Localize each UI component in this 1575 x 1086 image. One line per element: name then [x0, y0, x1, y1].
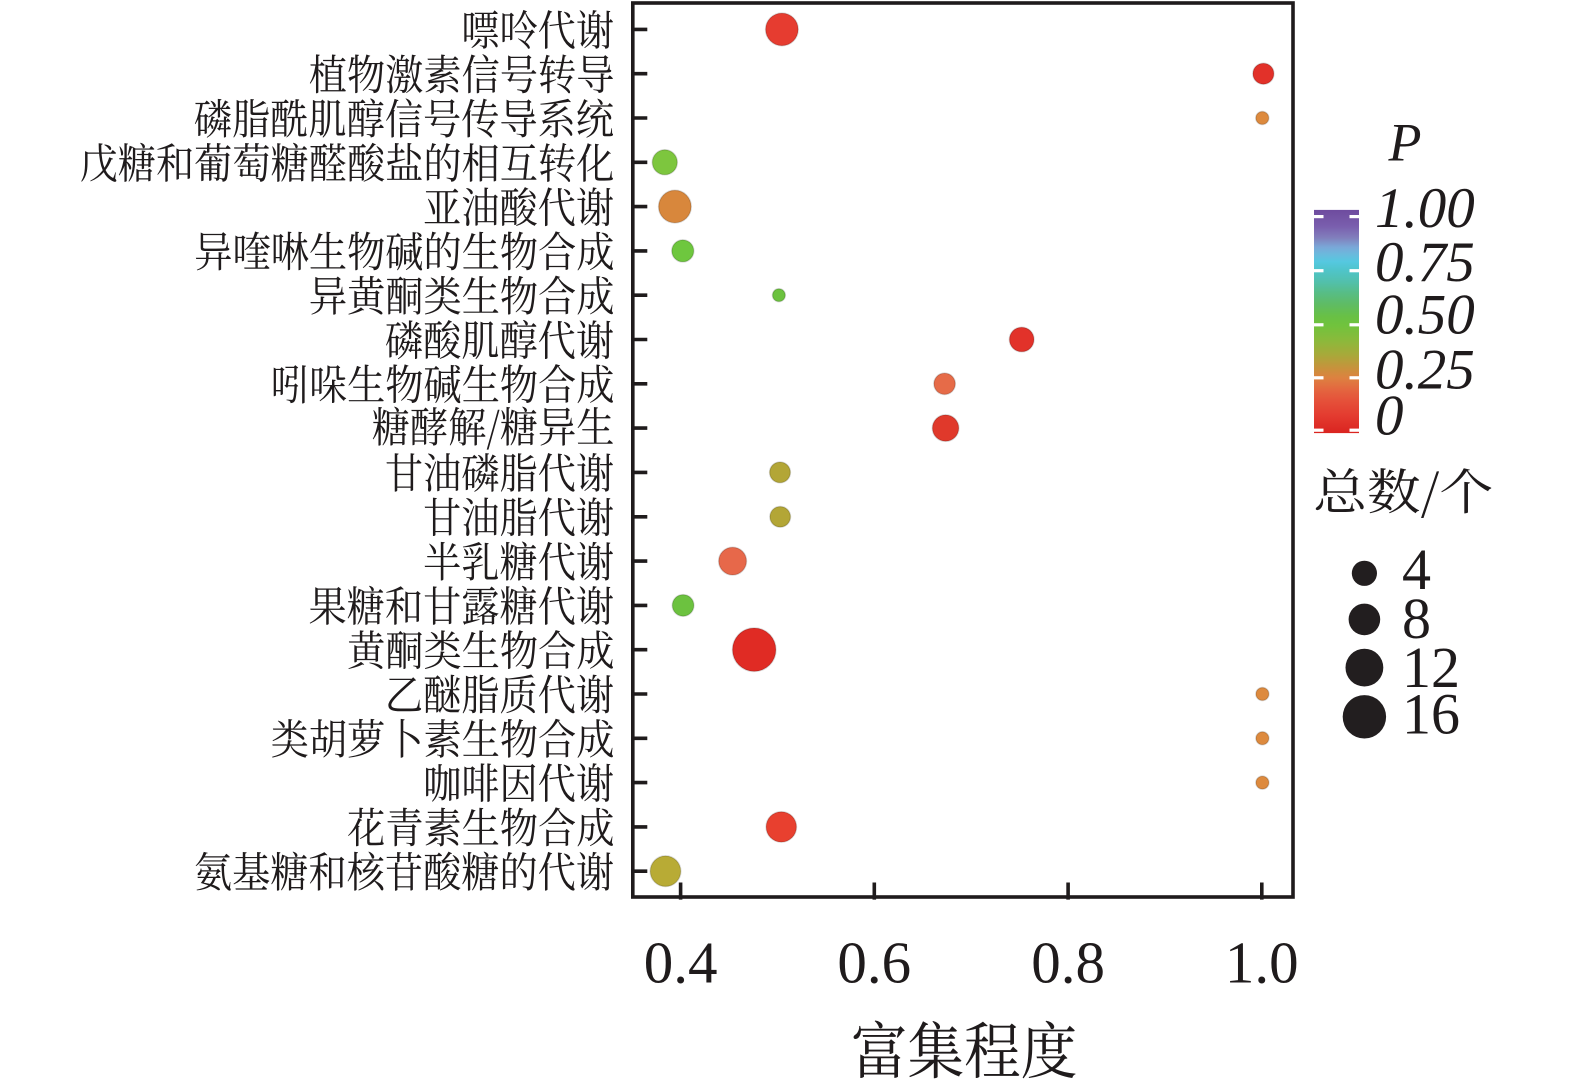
svg-text:1.00: 1.00 — [1375, 177, 1475, 240]
svg-text:4: 4 — [1402, 537, 1431, 602]
svg-text:0.4: 0.4 — [644, 930, 718, 996]
svg-text:1.0: 1.0 — [1225, 930, 1299, 996]
svg-text:0.75: 0.75 — [1375, 231, 1475, 294]
svg-text:0.25: 0.25 — [1375, 338, 1475, 401]
svg-text:8: 8 — [1402, 586, 1431, 651]
svg-text:P: P — [1388, 112, 1422, 172]
svg-text:0.50: 0.50 — [1375, 284, 1475, 347]
svg-text:16: 16 — [1402, 681, 1460, 746]
svg-text:0.6: 0.6 — [837, 930, 911, 996]
svg-text:0: 0 — [1375, 384, 1404, 447]
svg-text:0.8: 0.8 — [1031, 930, 1105, 996]
svg-text:12: 12 — [1402, 635, 1460, 700]
